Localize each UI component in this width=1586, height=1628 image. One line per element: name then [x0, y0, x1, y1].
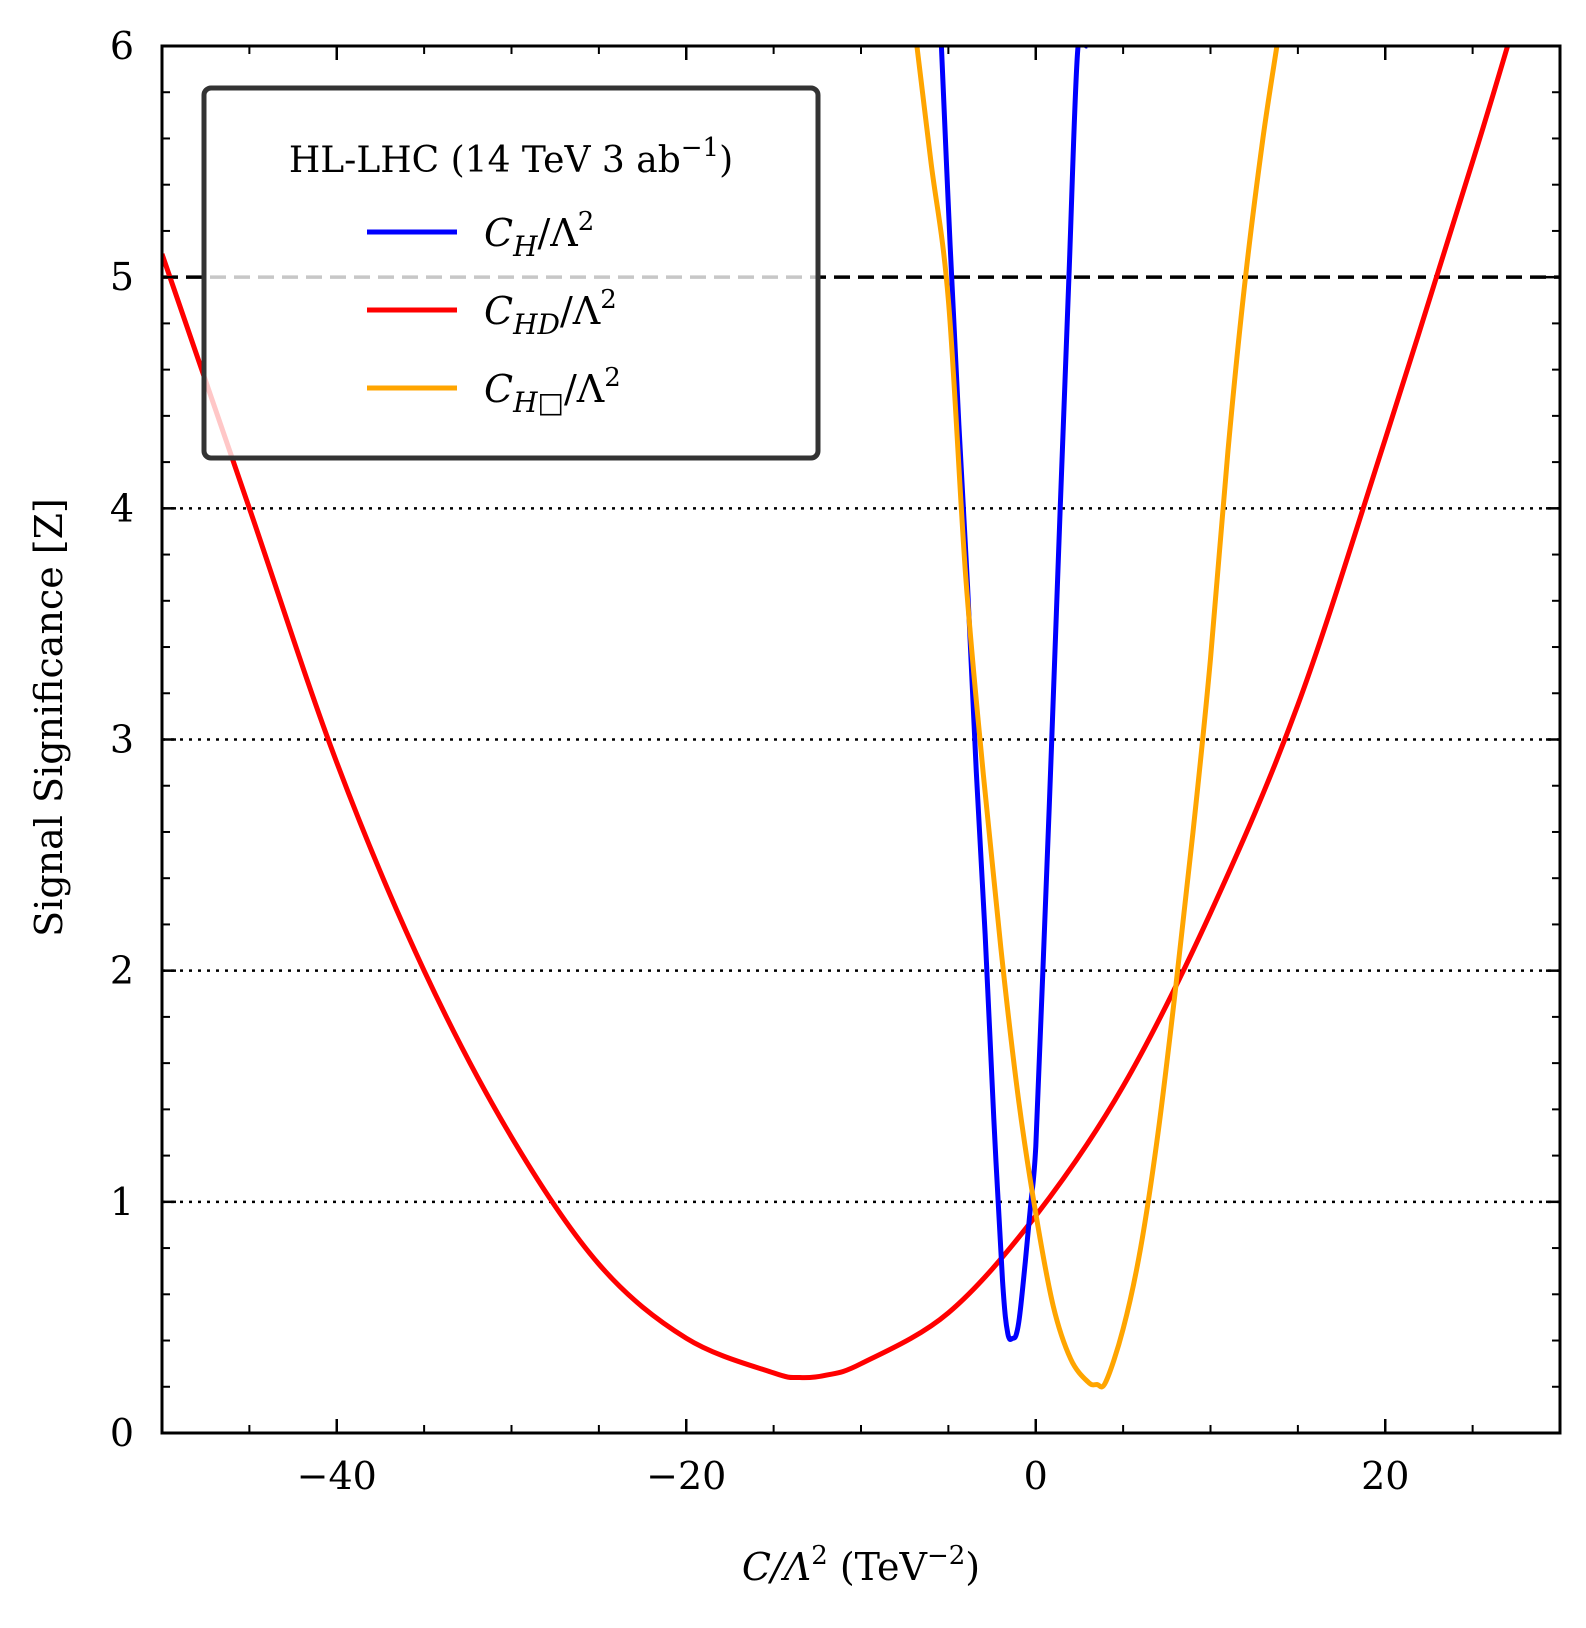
axis-ticks — [161, 44, 1561, 1435]
y-tick-label: 3 — [110, 718, 134, 762]
y-axis-label: Signal Significance [Z] — [27, 498, 71, 937]
reference-lines — [162, 275, 1560, 1204]
legend-box — [201, 85, 821, 461]
series-line-h — [938, 46, 1089, 1342]
series-line-hd — [162, 46, 1510, 1381]
x-axis-label: C/Λ2 (TeV−2) — [742, 1541, 980, 1589]
y-tick-label: 2 — [110, 949, 134, 993]
y-tick-label: 4 — [110, 486, 134, 530]
axis-tick-labels: −40 −20 0 20 0 1 2 3 4 5 6 — [110, 24, 1410, 1498]
legend-label: CHD/Λ2 — [484, 285, 617, 341]
x-tick-label: −40 — [297, 1454, 377, 1498]
axis-labels: C/Λ2 (TeV−2) Signal Significance [Z] — [27, 498, 980, 1589]
legend-label: CH□/Λ2 — [484, 363, 621, 419]
y-tick-label: 0 — [110, 1411, 134, 1455]
x-tick-label: 0 — [1024, 1454, 1048, 1498]
curves — [162, 46, 1510, 1390]
x-tick-label: 20 — [1361, 1454, 1409, 1498]
legend-title: HL-LHC (14 TeV 3 ab−1) — [289, 133, 733, 181]
legend-label: CH/Λ2 — [484, 207, 594, 263]
y-tick-label: 1 — [110, 1180, 134, 1224]
legend: HL-LHC (14 TeV 3 ab−1) CH/Λ2 CHD/Λ2 CH□/Λ2 — [201, 85, 821, 461]
x-tick-label: −20 — [646, 1454, 726, 1498]
y-tick-label: 6 — [110, 24, 134, 68]
y-tick-label: 5 — [110, 255, 134, 299]
series-line-hbox — [914, 46, 1280, 1390]
